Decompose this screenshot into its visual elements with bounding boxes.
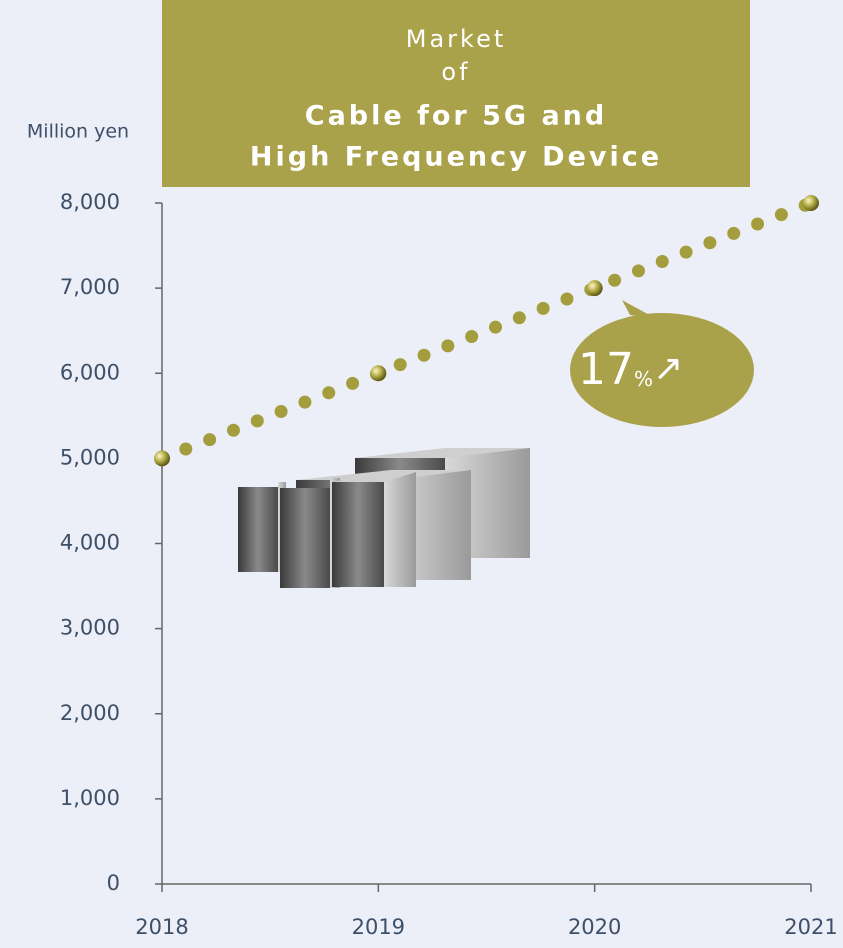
x-tick-label: 2018 xyxy=(135,915,188,939)
y-axis-label: Million yen xyxy=(27,121,129,143)
y-tick-label: 3,000 xyxy=(60,616,120,640)
title-line: Cable for 5G and xyxy=(305,101,607,132)
x-tick-label: 2020 xyxy=(568,915,621,939)
callout-arrow: ↗ xyxy=(653,348,683,389)
title: Market of Cable for 5G and High Frequency D… xyxy=(250,25,662,173)
x-tick-label: 2021 xyxy=(784,915,837,939)
callout-text: 17%↗ xyxy=(578,344,683,395)
title-box xyxy=(162,0,750,187)
x-tick-label: 2019 xyxy=(352,915,405,939)
server-illustration xyxy=(238,448,530,588)
y-tick-label: 7,000 xyxy=(60,275,120,299)
data-point xyxy=(803,195,819,211)
callout-number: 17 xyxy=(578,344,634,395)
y-tick-label: 4,000 xyxy=(60,531,120,555)
callout-unit: % xyxy=(634,367,653,391)
y-tick-label: 1,000 xyxy=(60,786,120,810)
y-tick-label: 0 xyxy=(107,871,120,895)
data-point xyxy=(586,280,603,297)
y-tick-label: 8,000 xyxy=(60,190,120,214)
y-tick-label: 6,000 xyxy=(60,360,120,384)
title-line: Market xyxy=(406,25,507,53)
title-line: High Frequency Device xyxy=(250,142,662,173)
y-tick-label: 5,000 xyxy=(60,445,120,469)
data-point xyxy=(370,365,387,382)
callout-tail xyxy=(622,300,655,318)
data-point xyxy=(154,450,170,467)
y-tick-label: 2,000 xyxy=(60,701,120,725)
title-line: of xyxy=(441,58,470,86)
callout xyxy=(570,313,754,427)
